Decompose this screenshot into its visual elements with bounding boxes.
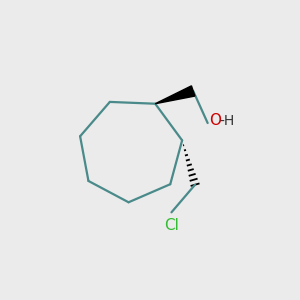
Text: -H: -H (219, 114, 235, 128)
Text: Cl: Cl (164, 218, 179, 233)
Polygon shape (155, 86, 195, 104)
Text: O: O (209, 113, 221, 128)
